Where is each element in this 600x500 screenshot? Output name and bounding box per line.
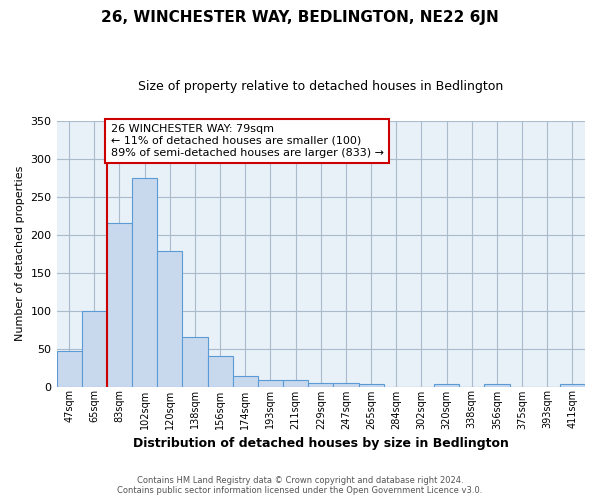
Bar	[132, 178, 157, 386]
Text: 26, WINCHESTER WAY, BEDLINGTON, NE22 6JN: 26, WINCHESTER WAY, BEDLINGTON, NE22 6JN	[101, 10, 499, 25]
Bar	[233, 376, 258, 386]
Y-axis label: Number of detached properties: Number of detached properties	[15, 166, 25, 341]
Bar	[560, 384, 585, 386]
Bar	[82, 310, 107, 386]
Text: 26 WINCHESTER WAY: 79sqm
← 11% of detached houses are smaller (100)
89% of semi-: 26 WINCHESTER WAY: 79sqm ← 11% of detach…	[110, 124, 383, 158]
Bar	[208, 356, 233, 386]
Bar	[182, 337, 208, 386]
Title: Size of property relative to detached houses in Bedlington: Size of property relative to detached ho…	[138, 80, 503, 93]
X-axis label: Distribution of detached houses by size in Bedlington: Distribution of detached houses by size …	[133, 437, 509, 450]
Text: Contains HM Land Registry data © Crown copyright and database right 2024.
Contai: Contains HM Land Registry data © Crown c…	[118, 476, 482, 495]
Bar	[258, 380, 283, 386]
Bar	[359, 384, 383, 386]
Bar	[283, 380, 308, 386]
Bar	[308, 382, 334, 386]
Bar	[157, 252, 182, 386]
Bar	[434, 384, 459, 386]
Bar	[484, 384, 509, 386]
Bar	[107, 223, 132, 386]
Bar	[334, 382, 359, 386]
Bar	[56, 351, 82, 386]
